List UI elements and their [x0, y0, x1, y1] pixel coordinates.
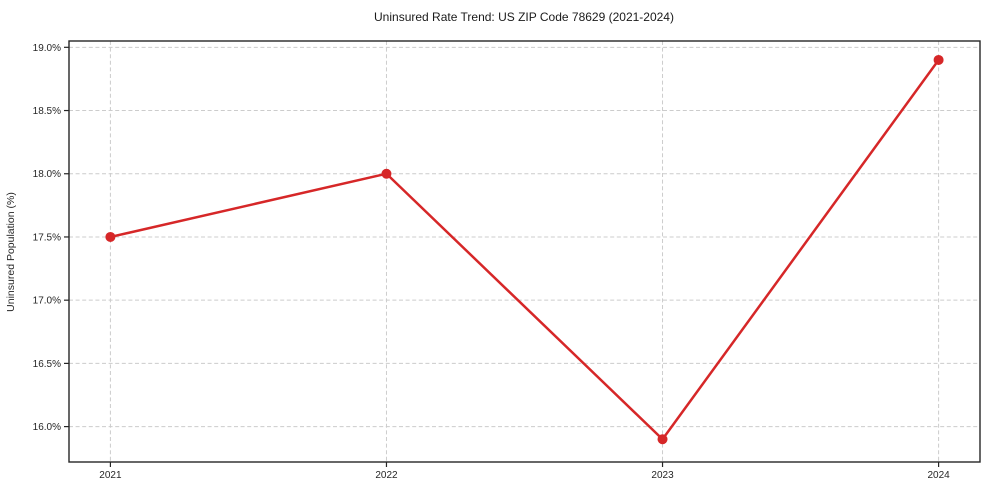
y-tick-label: 16.0%	[33, 422, 61, 433]
y-tick-label: 16.5%	[33, 359, 61, 370]
x-tick-label: 2024	[927, 470, 950, 481]
x-tick-label: 2022	[375, 470, 398, 481]
x-tick-label: 2023	[651, 470, 674, 481]
plot-border	[68, 40, 981, 463]
series-layer	[105, 54, 944, 445]
x-tick-label: 2021	[99, 470, 122, 481]
grid-layer	[69, 41, 980, 462]
y-tick-label: 17.0%	[33, 296, 61, 307]
y-tick-label: 19.0%	[33, 43, 61, 54]
trend-line	[109, 58, 940, 441]
y-axis-label: Uninsured Population (%)	[5, 192, 17, 312]
y-tick-label: 17.5%	[33, 232, 61, 243]
data-point	[657, 434, 668, 445]
y-tick-label: 18.5%	[33, 106, 61, 117]
data-point	[381, 168, 392, 179]
data-point	[105, 231, 116, 242]
chart-title: Uninsured Rate Trend: US ZIP Code 78629 …	[374, 10, 674, 24]
axis-layer: 16.0% 16.5% 17.0% 17.5% 18.0% 18.5% 19.0% 2021 2…	[33, 40, 981, 481]
y-tick-label: 18.0%	[33, 169, 61, 180]
data-point	[933, 54, 944, 65]
